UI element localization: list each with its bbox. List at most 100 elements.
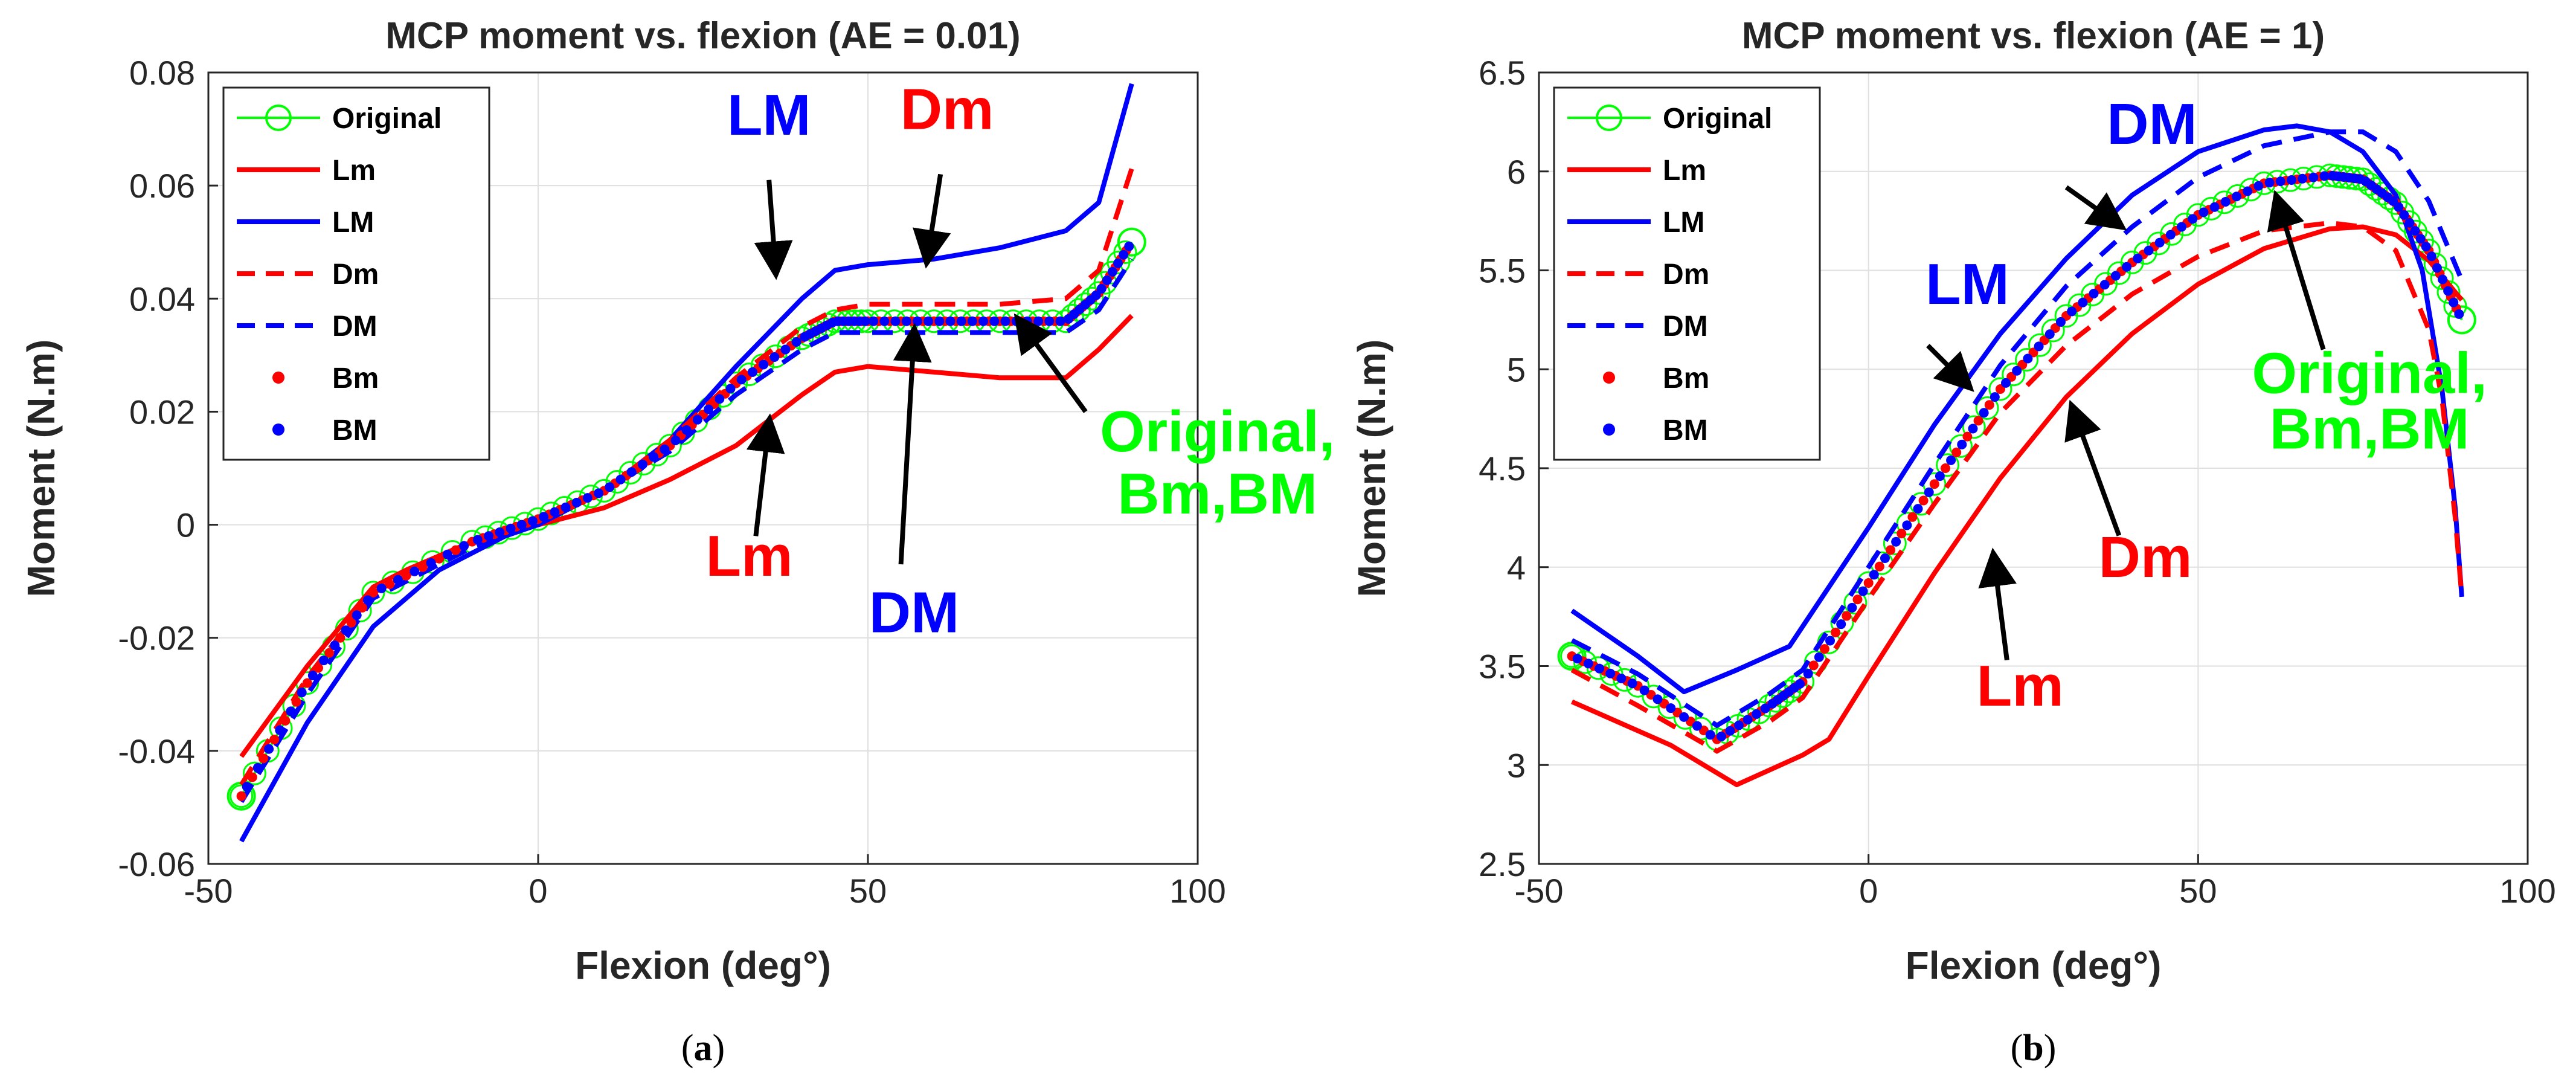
series-point [1886,545,1896,555]
series-group [1557,123,2476,787]
series-marker [2173,213,2197,237]
series-marker [1883,531,1907,555]
series-point [1863,578,1874,588]
series-point [2023,353,2033,364]
series-point [527,516,538,526]
series-point [715,394,725,404]
series-marker [2002,362,2026,387]
series-point [1102,275,1112,285]
annotations: LM Dm Lm DM Original,Bm,BM [705,77,1335,645]
series-point [2243,186,2253,196]
series-point [2012,366,2022,376]
series-marker [2133,241,2157,265]
series-marker [1975,396,1999,420]
series-point [769,352,780,362]
series-point [660,444,670,454]
series-marker [1560,644,1584,668]
series-point [791,337,801,347]
annotation-arrow [2267,190,2326,350]
series-point [484,531,494,541]
series-point [1653,694,1663,704]
series-point [1605,668,1616,678]
series-point [1984,400,1994,410]
annotation-arrow [1013,313,1088,413]
legend-swatch-original-circle-line [1596,105,1622,131]
series-point [2154,237,2165,248]
y-tick-label: -0.04 [118,732,195,770]
series-point [2001,378,2011,388]
series-marker [2015,348,2039,372]
series-point [1616,673,1627,683]
series-point [550,507,560,517]
series-dm-dashed [239,257,1134,804]
y-tick-label: 0.06 [129,167,195,205]
series-point [649,452,659,462]
series-point [352,610,362,620]
y-tick-label: 6.5 [1479,54,1526,92]
series-point [571,497,582,507]
series-point [236,791,246,801]
series-point [401,570,411,581]
annotation-lm: Lm [1977,654,2064,718]
y-tick-label: 0.02 [129,393,195,431]
series-point [2404,217,2415,228]
series-point [1858,586,1868,596]
series-point [1836,619,1846,630]
series-marker [2120,250,2144,274]
series-point [2177,222,2187,232]
annotation-lm: Lm [705,524,792,588]
series-point [637,459,647,469]
series-point [1940,463,1950,473]
series-point [1639,685,1649,695]
legend-label-dm: Dm [332,259,379,291]
series-point [2421,242,2431,252]
series-point [291,697,301,707]
annotation-arrow [754,179,793,280]
series-point [1946,455,1956,465]
series-point [1819,644,1829,654]
series-marker [1962,415,1986,439]
series-point [1000,316,1010,326]
annotation-arrow [2064,399,2122,536]
x-tick-label: 0 [1859,872,1878,910]
series-point [393,575,403,585]
series-point [1891,536,1901,547]
series-point [923,316,934,326]
y-tick-label: 4 [1507,549,1526,587]
series-point [692,414,702,425]
series-point [1951,447,1962,457]
series-point [539,512,549,522]
series-point [472,535,483,545]
legend: Original Lm LM Dm DM Bm BM [222,86,490,461]
series-marker [2447,305,2476,335]
legend-label-original: Original [1663,103,1772,135]
series-point [1734,720,1744,730]
series-dm-dashed [1570,220,2464,754]
series-point [605,482,615,492]
series-point [2399,210,2409,220]
series-point [2454,309,2464,319]
annotation-bm-bm: Bm,BM [1117,462,1317,526]
series-marker [2226,184,2250,208]
series-marker [1988,377,2012,401]
series-marker [2430,266,2454,291]
series-point [1814,652,1824,662]
series-point [376,583,387,593]
series-point [2308,172,2319,182]
legend-swatch-bm-dots [272,424,284,436]
series-marker [1778,679,1802,703]
series-point [2443,286,2453,296]
series-point [2188,214,2198,224]
series-point [451,545,461,555]
series-point [346,617,356,628]
annotation-bm-bm: Bm,BM [2270,396,2470,461]
series-point [368,587,378,597]
series-point [1808,660,1819,671]
series-marker [2041,318,2065,343]
series-point [1897,529,1907,539]
series-point [736,375,747,385]
series-point [1794,678,1805,689]
caption-paren: ) [2044,1028,2057,1069]
series-point [247,772,257,782]
series-point [1716,732,1726,742]
